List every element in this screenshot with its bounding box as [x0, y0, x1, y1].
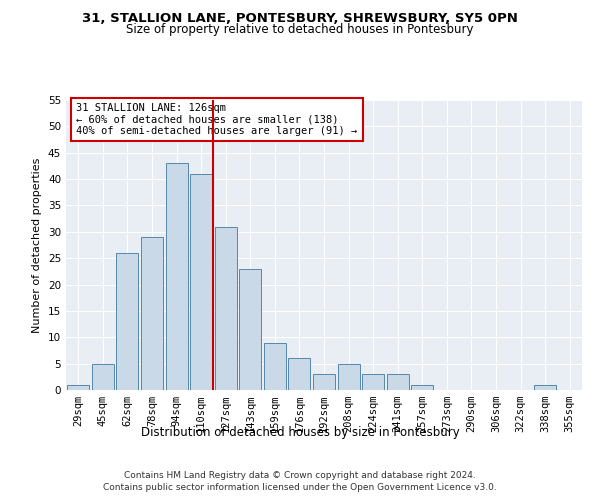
Bar	[264, 342, 286, 390]
Bar	[534, 384, 556, 390]
Bar	[289, 358, 310, 390]
Bar	[116, 253, 139, 390]
Text: Size of property relative to detached houses in Pontesbury: Size of property relative to detached ho…	[126, 22, 474, 36]
Bar	[239, 268, 262, 390]
Bar	[411, 384, 433, 390]
Bar	[67, 384, 89, 390]
Bar	[215, 226, 237, 390]
Bar	[190, 174, 212, 390]
Bar	[92, 364, 114, 390]
Text: Distribution of detached houses by size in Pontesbury: Distribution of detached houses by size …	[140, 426, 460, 439]
Text: Contains HM Land Registry data © Crown copyright and database right 2024.: Contains HM Land Registry data © Crown c…	[124, 472, 476, 480]
Bar	[313, 374, 335, 390]
Y-axis label: Number of detached properties: Number of detached properties	[32, 158, 43, 332]
Text: 31, STALLION LANE, PONTESBURY, SHREWSBURY, SY5 0PN: 31, STALLION LANE, PONTESBURY, SHREWSBUR…	[82, 12, 518, 26]
Bar	[338, 364, 359, 390]
Bar	[362, 374, 384, 390]
Text: Contains public sector information licensed under the Open Government Licence v3: Contains public sector information licen…	[103, 483, 497, 492]
Bar	[386, 374, 409, 390]
Text: 31 STALLION LANE: 126sqm
← 60% of detached houses are smaller (138)
40% of semi-: 31 STALLION LANE: 126sqm ← 60% of detach…	[76, 103, 358, 136]
Bar	[166, 164, 188, 390]
Bar	[141, 237, 163, 390]
